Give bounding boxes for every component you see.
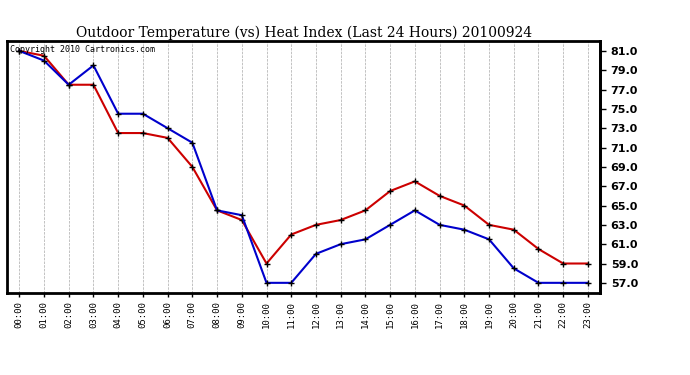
Title: Outdoor Temperature (vs) Heat Index (Last 24 Hours) 20100924: Outdoor Temperature (vs) Heat Index (Las… [75,26,532,40]
Text: Copyright 2010 Cartronics.com: Copyright 2010 Cartronics.com [10,45,155,54]
